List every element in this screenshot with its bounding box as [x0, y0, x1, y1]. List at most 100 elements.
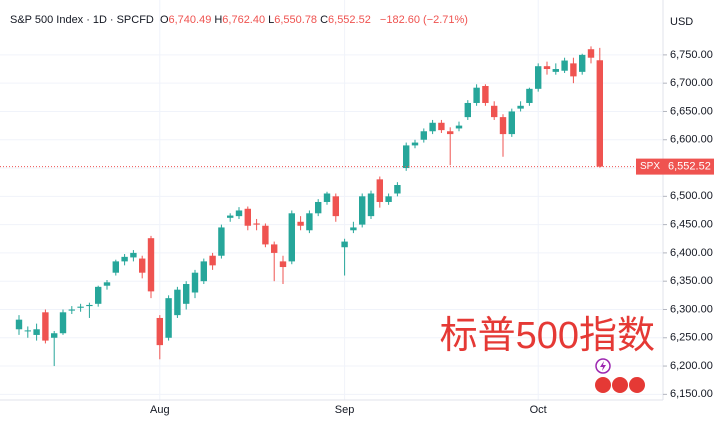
interval: 1D — [92, 14, 107, 26]
y-tick-label: 6,450.00 — [670, 219, 713, 231]
y-tick-label: 6,650.00 — [670, 105, 713, 117]
candle-body — [376, 179, 383, 202]
flag-icon — [612, 377, 628, 393]
candle-body — [279, 261, 287, 268]
candle-body — [297, 221, 304, 226]
candle-body — [156, 317, 163, 346]
candle-body — [403, 145, 410, 169]
candle-body — [579, 54, 586, 72]
candle-body — [517, 105, 524, 109]
flag-icon — [595, 377, 611, 393]
field-label: C — [320, 14, 329, 26]
candle-body — [587, 49, 595, 58]
candle-body — [51, 333, 58, 338]
currency-label: USD — [670, 16, 693, 28]
x-tick-label: Oct — [530, 404, 547, 416]
candle-body — [59, 312, 67, 334]
price-tag — [636, 158, 714, 175]
y-tick-label: 6,300.00 — [670, 303, 713, 315]
candle-body — [86, 304, 93, 307]
candle-body — [200, 261, 207, 282]
candle-body — [165, 298, 172, 338]
flag-icon — [629, 377, 645, 393]
candle-body — [508, 111, 515, 135]
candle-body — [367, 193, 375, 217]
candle-body — [218, 227, 225, 256]
candle-body — [552, 69, 559, 72]
y-tick-label: 6,700.00 — [670, 77, 713, 89]
candle-body — [323, 193, 331, 202]
candle-body — [306, 213, 313, 231]
icons — [595, 358, 645, 393]
candle-body — [438, 122, 445, 131]
field-label: H — [214, 14, 223, 26]
candle-body — [411, 142, 419, 146]
separator: · — [86, 14, 90, 26]
candle-body — [394, 185, 401, 194]
candle-body — [191, 272, 199, 293]
candle-body — [112, 261, 119, 273]
candle-body — [68, 309, 75, 311]
candle-body — [429, 122, 436, 132]
candle-body — [139, 258, 146, 273]
candle-body — [455, 125, 463, 129]
candle-body — [535, 66, 542, 89]
y-tick-label: 6,350.00 — [670, 275, 713, 287]
candle-body — [341, 241, 348, 248]
candle-body — [244, 208, 251, 226]
source: SPCFD — [116, 14, 154, 26]
field-value: 6,740.49 — [168, 14, 212, 26]
candle-body — [95, 286, 102, 304]
x-tick-label: Sep — [335, 404, 355, 416]
candle-body — [543, 66, 551, 70]
ohlc: O6,740.49 H6,762.40 L6,550.78 C6,552.52 — [160, 14, 374, 26]
candle-body — [33, 329, 40, 335]
candle-body — [183, 284, 190, 304]
y-tick-label: 6,750.00 — [670, 49, 713, 61]
header: S&P 500 Index · 1D · SPCFD O6,740.49 H6,762.4… — [10, 14, 471, 26]
candle-body — [262, 225, 269, 245]
candle-body — [447, 131, 454, 135]
candle-body — [491, 105, 498, 118]
candle-body — [147, 238, 155, 292]
candle-body — [561, 60, 568, 71]
y-tick-label: 6,200.00 — [670, 360, 713, 372]
candle-body — [130, 252, 137, 258]
field-value: 6,550.78 — [274, 14, 318, 26]
candle-body — [315, 201, 322, 214]
change: −182.60 (−2.71%) — [379, 14, 468, 26]
candle-body — [24, 330, 31, 332]
candle-body — [288, 213, 295, 262]
candle-body — [271, 244, 278, 253]
candle-body — [235, 210, 243, 217]
candle-body — [332, 196, 339, 217]
candle-body — [359, 196, 366, 225]
watermark: 标普500指数 — [440, 315, 655, 357]
candle-body — [42, 312, 49, 341]
y-tick-label: 6,400.00 — [670, 247, 713, 259]
candle-body — [482, 85, 489, 103]
field-value: 6,552.52 — [328, 14, 371, 26]
candle-body — [464, 102, 471, 118]
field-value: 6,762.40 — [222, 14, 266, 26]
plot — [0, 0, 663, 400]
separator: · — [109, 14, 114, 26]
price-tag-symbol: SPX — [640, 161, 660, 172]
field-label: L — [268, 14, 275, 26]
y-tick-label: 6,500.00 — [670, 190, 713, 202]
candle-body — [253, 223, 260, 225]
y-tick-label: 6,150.00 — [670, 388, 713, 400]
symbol-name: S&P 500 Index — [10, 14, 84, 26]
candle-body — [350, 227, 357, 231]
y-tick-label: 6,250.00 — [670, 332, 713, 344]
candle-body — [227, 215, 234, 218]
candle-body — [570, 63, 577, 77]
candle-body — [473, 87, 480, 103]
y-tick-label: 6,600.00 — [670, 134, 713, 146]
field-label: O — [159, 14, 169, 26]
lightning-bolt — [600, 361, 606, 371]
candle-body — [103, 282, 111, 286]
price-tag-value: 6,552.52 — [668, 161, 711, 173]
